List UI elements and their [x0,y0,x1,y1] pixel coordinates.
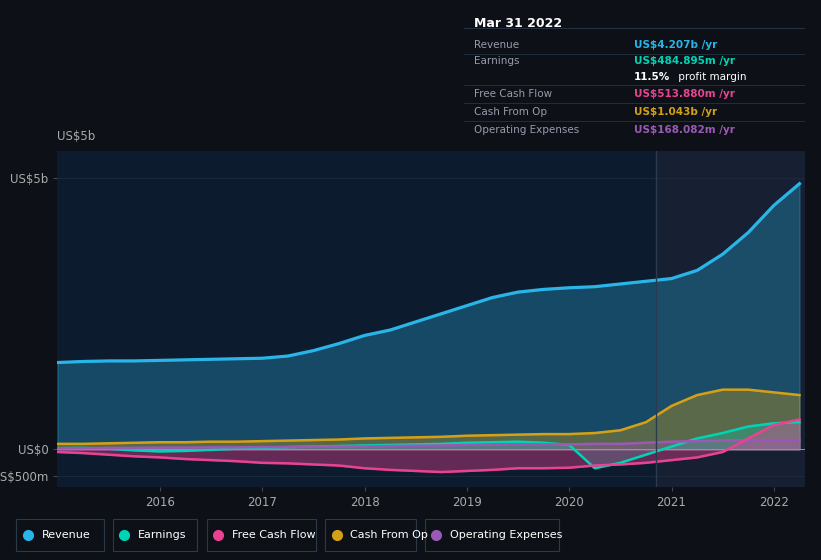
Text: US$168.082m /yr: US$168.082m /yr [635,125,735,135]
Text: US$4.207b /yr: US$4.207b /yr [635,40,718,50]
Text: Free Cash Flow: Free Cash Flow [474,90,553,100]
Text: 11.5%: 11.5% [635,72,671,82]
Text: Revenue: Revenue [474,40,519,50]
Text: Cash From Op: Cash From Op [474,108,547,117]
Text: Earnings: Earnings [138,530,186,540]
Text: Operating Expenses: Operating Expenses [474,125,580,135]
Text: Earnings: Earnings [474,57,520,67]
Text: Operating Expenses: Operating Expenses [450,530,562,540]
Text: US$5b: US$5b [57,130,96,143]
Text: US$513.880m /yr: US$513.880m /yr [635,90,735,100]
Text: profit margin: profit margin [675,72,746,82]
Text: Free Cash Flow: Free Cash Flow [232,530,315,540]
Text: US$484.895m /yr: US$484.895m /yr [635,57,736,67]
Text: Revenue: Revenue [41,530,90,540]
Text: US$1.043b /yr: US$1.043b /yr [635,108,718,117]
Text: Mar 31 2022: Mar 31 2022 [474,17,562,30]
Text: Cash From Op: Cash From Op [351,530,428,540]
Bar [656,151,805,487]
